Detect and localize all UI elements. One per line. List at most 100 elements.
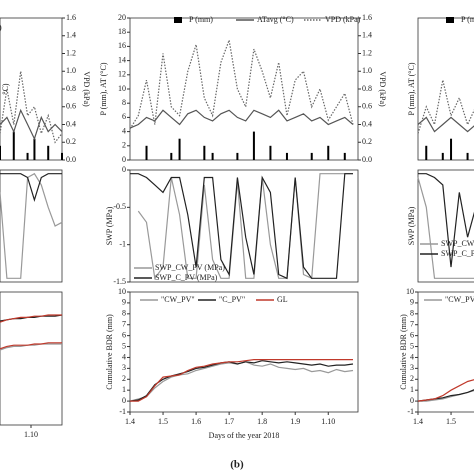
series-line [129,360,354,402]
y-tick-label: 18 [118,27,126,36]
y2-axis-label: VPD (kPa) [82,71,91,107]
y2-tick-label: 1.6 [362,13,372,22]
x-tick-label: 1.7 [224,417,234,426]
x-tick-label: 1.4 [413,417,423,426]
y-tick-label: 5 [122,341,126,350]
bar [178,138,181,160]
y-tick-label: 4 [122,352,126,361]
y-tick-label: 6 [410,330,414,339]
y-axis-label: SWP (MPa) [407,206,416,245]
legend-label: P (mm) [189,15,213,24]
bar [450,138,453,160]
x-tick-label: 1.6 [191,417,201,426]
plot-frame [129,291,359,413]
legend-label: "C_PV" [219,295,245,304]
bar [310,152,313,160]
y-tick-label: 12 [118,70,126,79]
y-tick-label: 0 [122,165,126,174]
y2-tick-label: 0.2 [362,137,372,146]
y-tick-label: 7 [410,320,414,329]
series-line [417,379,474,402]
x-tick-label: 1.4 [125,417,135,426]
y-tick-label: 1 [122,385,126,394]
y-tick-label: 14 [118,55,126,64]
bar [33,138,36,160]
y-tick-label: 10 [118,84,126,93]
y2-axis-label: VPD (kPa) [378,71,387,107]
y2-tick-label: 0.4 [362,119,372,128]
series-line [129,109,354,129]
series-line [137,173,353,280]
bar [145,145,148,160]
legend-label: "CW_PV" [445,295,474,304]
y2-tick-label: 1.2 [362,48,372,57]
bar [269,145,272,160]
series-line [0,71,63,144]
legend-label: SWP_CW_PV (M [441,239,474,248]
y-tick-label: 6 [122,330,126,339]
y-tick-label: 2 [122,374,126,383]
y-tick-label: 10 [118,287,126,296]
bar [252,131,255,160]
x-tick-label: 1.5 [446,417,456,426]
plot-frame [417,169,474,283]
y-tick-label: 4 [410,352,414,361]
y-axis-label: P (mm), AT (°C) [99,62,108,115]
plot-frame [129,17,359,161]
bar [170,152,173,160]
y-tick-label: 8 [410,309,414,318]
legend-label: SWP_C_PV (M [441,249,474,258]
y2-tick-label: 0.0 [66,155,76,164]
y-tick-label: 2 [122,141,126,150]
legend-label: VPD (kPa) [325,15,361,24]
y-tick-label: 10 [406,287,414,296]
bar [343,152,346,160]
y-tick-label: 2 [410,374,414,383]
series-line [0,173,62,202]
y-axis-label: P (mm), AT (°C) [407,62,416,115]
legend-label: Pa) [0,23,2,32]
series-line [417,389,474,402]
series-line [0,314,63,322]
y-tick-label: 4 [122,126,126,135]
legend-swatch [174,17,182,23]
series-line [130,359,353,402]
x-tick-label: 1.10 [24,430,38,439]
series-line [417,177,474,279]
plot-frame [417,17,474,161]
y2-tick-label: 0.6 [66,102,76,111]
series-line [0,314,62,323]
series-line [129,37,354,130]
bar [47,145,50,160]
y-axis-label: Cumulative BDR (mm) [105,314,114,390]
bar [26,152,29,160]
series-line [418,173,474,268]
y2-tick-label: 1.0 [66,66,76,75]
caption: (b) [230,459,244,471]
y-tick-label: -0.5 [113,202,126,211]
y-tick-label: 1 [410,385,414,394]
series-line [0,342,62,350]
y-tick-label: -1.5 [113,277,126,286]
series-line [129,361,354,402]
legend-swatch [446,17,454,23]
x-axis-label: Days of the year 2018 [209,431,280,440]
y-axis-label: SWP (MPa) [105,206,114,245]
legend-label: P (m [461,15,474,24]
bar [327,145,330,160]
y2-tick-label: 1.2 [66,48,76,57]
y-tick-label: 0 [122,396,126,405]
x-tick-label: 1.10 [321,417,335,426]
y2-tick-label: 0.6 [362,102,372,111]
bar [285,152,288,160]
y-tick-label: 9 [410,298,414,307]
plot-frame [129,169,359,283]
y-tick-label: 20 [118,13,126,22]
y2-tick-label: 0.4 [66,119,76,128]
bar [466,152,469,160]
bar [425,145,428,160]
bar [236,152,239,160]
series-line [417,79,474,134]
y-tick-label: 8 [122,309,126,318]
